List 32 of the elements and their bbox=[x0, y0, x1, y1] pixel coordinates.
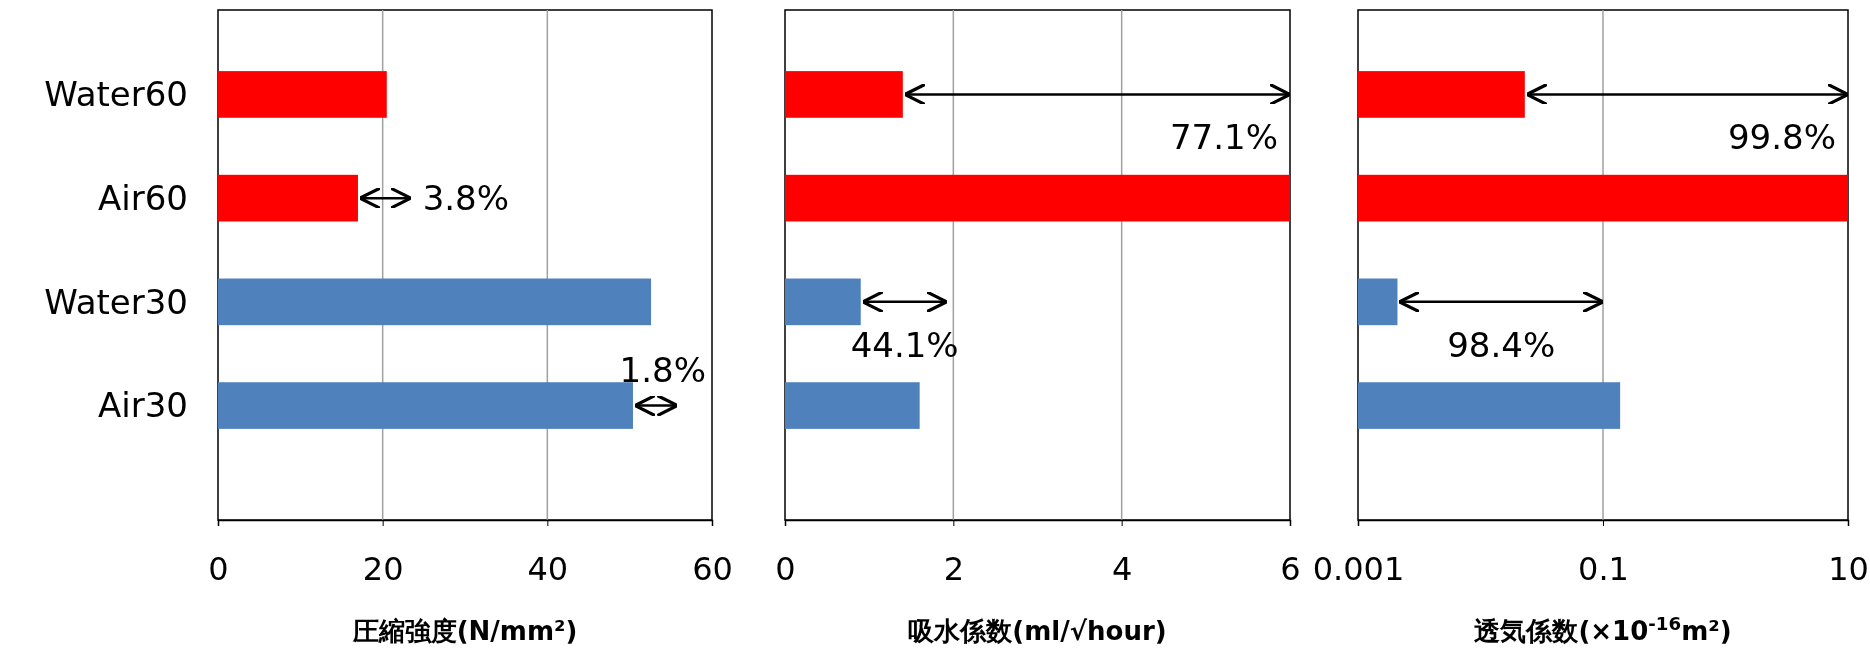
x-tick-label: 20 bbox=[362, 550, 404, 589]
bar bbox=[218, 278, 652, 326]
x-axis-title: 透気係数(×10$^{-16}$m²) bbox=[1474, 612, 1732, 646]
bar bbox=[218, 71, 387, 118]
y-tick-label: Water60 bbox=[44, 74, 188, 115]
annotation: 77.1% bbox=[1169, 117, 1278, 158]
x-tick-label: 0.001 bbox=[1312, 550, 1405, 589]
annotation: 1.8% bbox=[619, 349, 706, 390]
x-tick-label: 0 bbox=[208, 550, 229, 589]
x-tick-label: 10 bbox=[1828, 550, 1869, 589]
x-tick-label: 6 bbox=[1280, 550, 1301, 589]
x-axis-title: 圧縮強度(N/mm²) bbox=[351, 616, 578, 646]
y-tick-label: Air60 bbox=[98, 178, 188, 219]
x-tick-label: 4 bbox=[1111, 550, 1133, 589]
annotation: 99.8% bbox=[1727, 117, 1836, 158]
bar bbox=[785, 278, 861, 326]
bar bbox=[785, 71, 903, 118]
y-tick-label: Water30 bbox=[44, 281, 188, 322]
x-tick-label: 40 bbox=[527, 550, 569, 589]
x-tick-label: 60 bbox=[692, 550, 733, 589]
x-tick-label: 2 bbox=[943, 550, 965, 589]
bar bbox=[785, 382, 920, 429]
x-tick-label: 0 bbox=[775, 550, 796, 589]
x-axis-title: 吸水係数(ml/√hour) bbox=[908, 616, 1167, 646]
annotation: 44.1% bbox=[850, 324, 959, 365]
y-tick-label: Air30 bbox=[98, 385, 188, 426]
bar bbox=[218, 174, 358, 222]
annotation: 98.4% bbox=[1447, 324, 1556, 365]
bar bbox=[218, 382, 633, 429]
annotation: 3.8% bbox=[422, 178, 510, 219]
bar bbox=[785, 174, 1290, 222]
x-tick-label: 0.1 bbox=[1578, 550, 1629, 589]
